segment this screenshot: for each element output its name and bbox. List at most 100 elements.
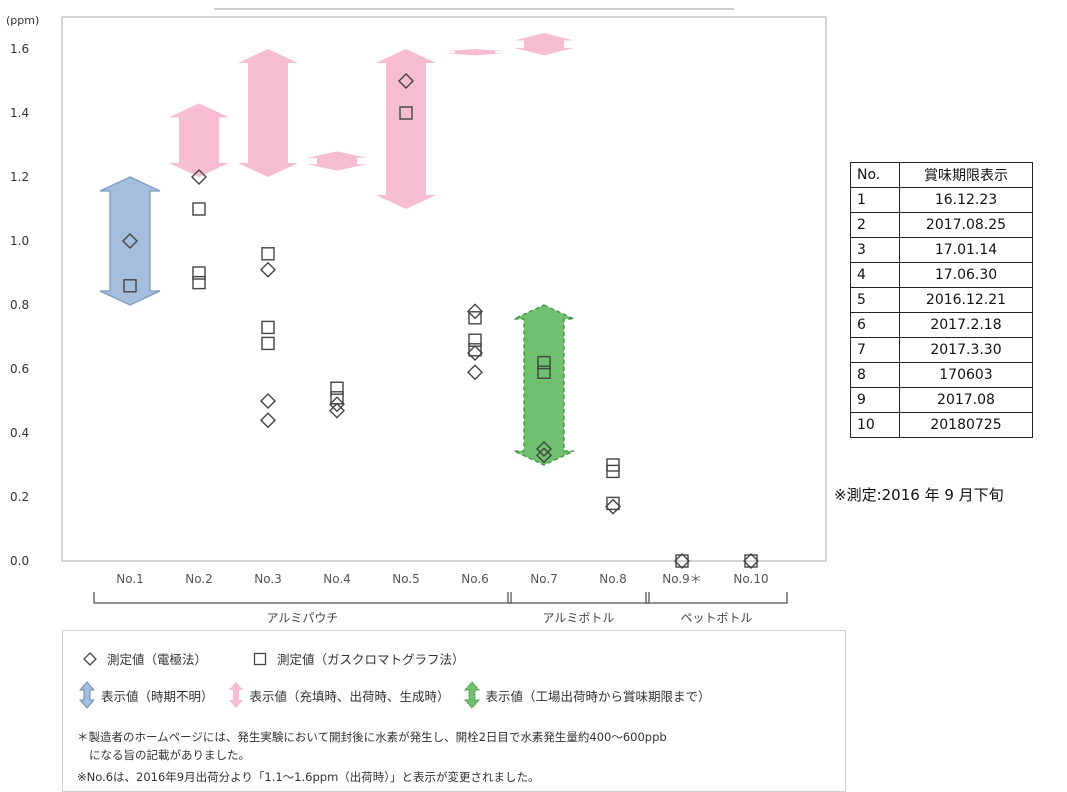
diamond-marker <box>122 233 138 249</box>
range-arrow-pink <box>514 33 574 56</box>
square-marker <box>192 266 206 280</box>
square-marker <box>606 464 620 479</box>
footnote-manufacturer-line2: になる旨の記載がありました。 <box>89 748 250 762</box>
square-marker <box>330 391 344 405</box>
pink-range-arrow-icon <box>228 682 243 708</box>
legend-row-markers: 測定値（電極法） 測定値（ガスクロマトグラフ法） <box>83 649 465 669</box>
x-tick-label: No.5 <box>392 572 420 586</box>
footnote-manufacturer-line1: ＊製造者のホームページには、発生実験において開封後に水素が発生し、開栓2日目で水… <box>77 730 667 744</box>
diamond-marker <box>536 447 552 464</box>
diamond-marker <box>605 498 621 515</box>
square-marker <box>261 247 275 261</box>
group-label: ペットボトル <box>680 611 752 625</box>
green-range-arrow-icon <box>463 681 480 709</box>
x-tick-label: No.4 <box>323 572 351 586</box>
cell-no: 2 <box>850 212 900 238</box>
y-tick-label: 1.0 <box>10 234 29 248</box>
category-groups: アルミパウチ アルミボトル ペットボトル <box>93 592 788 625</box>
header-no: No. <box>850 162 900 188</box>
cell-no: 5 <box>850 287 900 313</box>
diamond-marker <box>329 396 345 413</box>
diamond-marker-icon <box>83 651 97 666</box>
range-arrow-pink <box>238 49 298 177</box>
x-tick-label: No.9＊ <box>662 572 702 586</box>
x-tick-label: No.6 <box>461 572 489 586</box>
cell-date: 2017.3.30 <box>899 337 1033 363</box>
square-marker <box>399 106 413 120</box>
y-tick-label: 0.8 <box>10 298 29 312</box>
cell-no: 7 <box>850 337 900 363</box>
group-bracket <box>507 592 650 604</box>
best-before-table: No. 賞味期限表示 1 16.12.23 2 2017.08.25 3 17.01.… <box>850 162 1033 438</box>
range-arrow-pink <box>307 151 367 171</box>
cell-no: 1 <box>850 187 900 213</box>
diamond-marker <box>674 553 690 569</box>
diamond-marker <box>191 169 207 185</box>
range-arrow-pink <box>169 103 229 177</box>
table-row: 3 17.01.14 <box>850 237 1033 263</box>
y-tick-label: 1.2 <box>10 170 29 184</box>
hydrogen-concentration-chart: (ppm) 0.00.20.40.60.81.01.21.41.6 No.1 No… <box>6 8 827 625</box>
square-marker <box>468 343 482 357</box>
square-marker <box>192 275 206 290</box>
square-marker <box>123 279 137 293</box>
cell-date: 17.01.14 <box>899 237 1033 263</box>
cell-no: 3 <box>850 237 900 263</box>
x-tick-label: No.3 <box>254 572 282 586</box>
cell-no: 9 <box>850 387 900 413</box>
square-marker <box>330 381 344 395</box>
x-tick-label: No.7 <box>530 572 558 586</box>
y-tick-label: 1.4 <box>10 106 29 120</box>
cell-date: 2017.08 <box>899 387 1033 413</box>
table-row: 4 17.06.30 <box>850 262 1033 288</box>
square-marker <box>468 333 482 347</box>
legend-blue-item: 表示値（時期不明） <box>79 681 214 709</box>
cell-date: 2016.12.21 <box>899 287 1033 313</box>
table-row: 9 2017.08 <box>850 387 1033 413</box>
legend-square-item: 測定値（ガスクロマトグラフ法） <box>253 649 465 668</box>
square-marker <box>192 202 206 216</box>
square-marker <box>261 320 275 335</box>
y-unit-label: (ppm) <box>6 14 39 27</box>
square-marker <box>537 355 551 370</box>
group-bracket <box>645 592 788 604</box>
cell-date: 16.12.23 <box>899 187 1033 213</box>
measured-value-markers <box>122 73 759 569</box>
diamond-marker <box>329 402 345 419</box>
cell-date: 17.06.30 <box>899 262 1033 288</box>
group-bracket <box>93 592 512 604</box>
legend-diamond-label: 測定値（電極法） <box>107 652 208 667</box>
square-marker <box>675 554 689 568</box>
cell-date: 170603 <box>899 362 1033 388</box>
legend-pink-item: 表示値（充填時、出荷時、生成時） <box>228 681 450 709</box>
y-tick-label: 0.2 <box>10 490 29 504</box>
cell-no: 10 <box>850 412 900 438</box>
diamond-marker <box>260 393 276 409</box>
blue-range-arrow-icon <box>79 681 95 709</box>
diamond-marker <box>743 553 759 569</box>
x-tick-label: No.8 <box>599 572 627 586</box>
table-row: 2 2017.08.25 <box>850 212 1033 238</box>
square-marker <box>606 496 620 511</box>
diamond-marker <box>467 345 483 361</box>
display-value-ranges <box>99 33 575 466</box>
diamond-marker <box>260 261 276 278</box>
group-label: アルミパウチ <box>267 611 339 625</box>
cell-date: 20180725 <box>899 412 1033 438</box>
table-row: 8 170603 <box>850 362 1033 388</box>
square-marker-icon <box>253 652 267 665</box>
legend-green-label: 表示値（工場出荷時から賞味期限まで） <box>485 688 711 704</box>
footnote-no6-change: ※No.6は、2016年9月出荷分より「1.1～1.6ppm（出荷時）」と表示が… <box>77 770 540 784</box>
x-tick-label: No.2 <box>185 572 213 586</box>
cell-no: 4 <box>850 262 900 288</box>
legend-blue-label: 表示値（時期不明） <box>101 688 214 704</box>
y-tick-label: 0.6 <box>10 362 29 376</box>
cell-no: 8 <box>850 362 900 388</box>
cell-no: 6 <box>850 312 900 338</box>
legend-row-ranges: 表示値（時期不明） 表示値（充填時、出荷時、生成時） 表示値（工場出荷時から賞味… <box>79 681 711 712</box>
legend: 測定値（電極法） 測定値（ガスクロマトグラフ法） 表示値（時期不明） 表示値（充… <box>62 630 846 792</box>
diamond-marker <box>467 364 483 381</box>
y-tick-label: 0.4 <box>10 426 29 440</box>
range-arrow-pink <box>445 49 505 56</box>
range-arrow-green <box>513 304 575 466</box>
